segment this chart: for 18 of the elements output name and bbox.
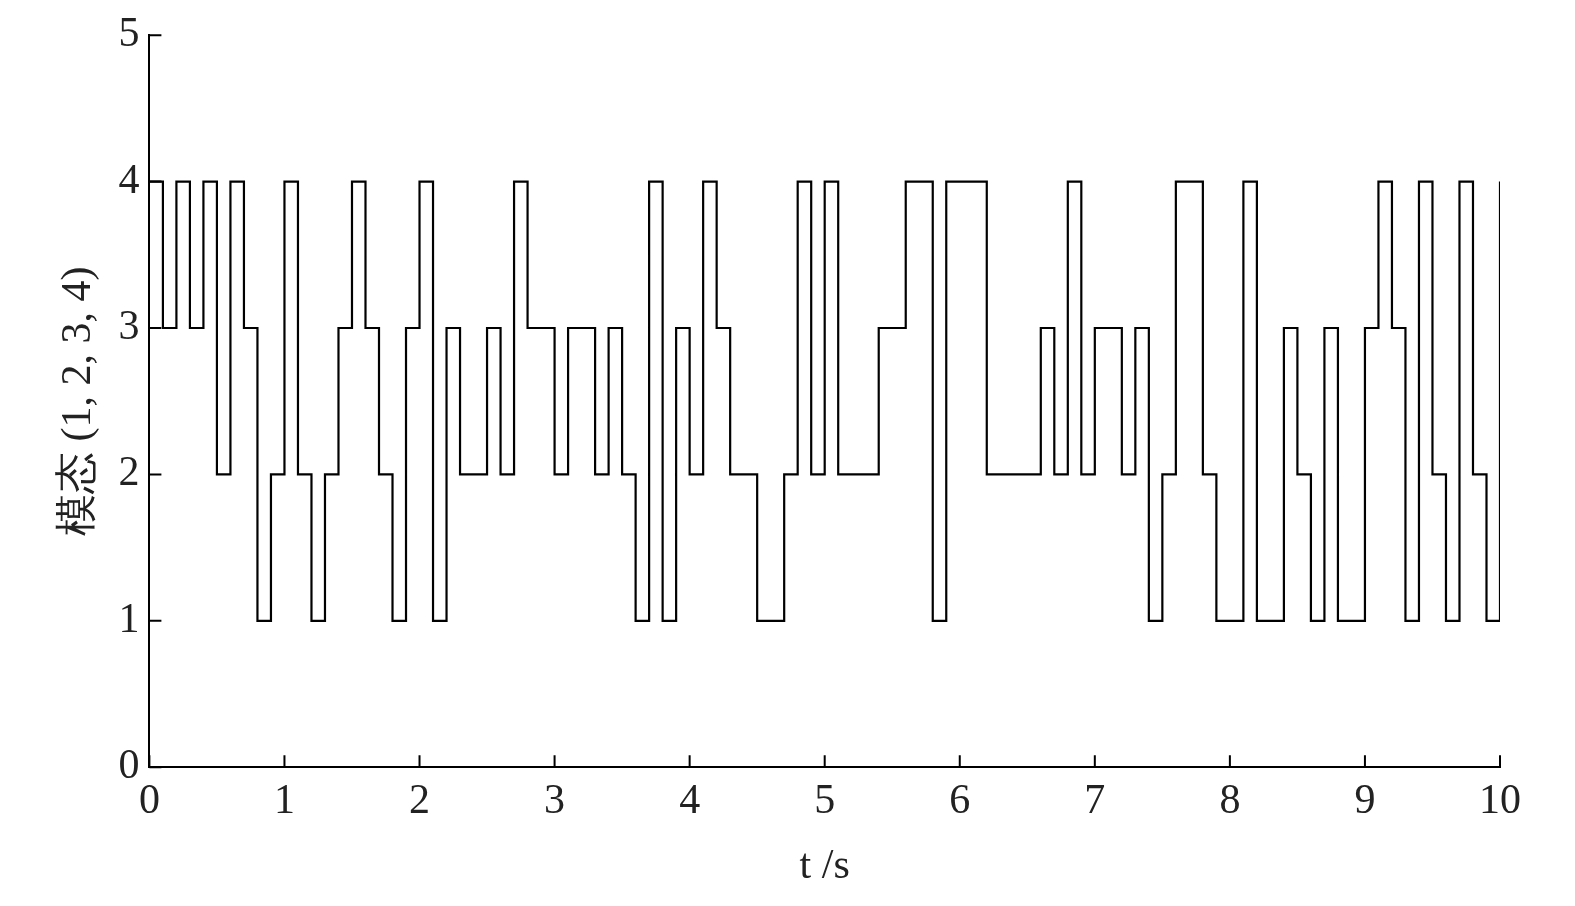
y-tick-label: 3 xyxy=(118,302,140,349)
y-tick-label: 1 xyxy=(118,594,140,641)
y-tick-label: 5 xyxy=(118,9,140,56)
y-axis-title: 模态 (1, 2, 3, 4) xyxy=(53,266,101,536)
x-tick-label: 1 xyxy=(273,776,295,823)
x-tick-label: 8 xyxy=(1219,776,1241,823)
x-tick-label: 3 xyxy=(544,776,566,823)
x-axis-title: t /s xyxy=(799,840,850,887)
x-tick-label: 7 xyxy=(1084,776,1106,823)
y-tick-label: 4 xyxy=(118,155,140,202)
y-tick-label: 2 xyxy=(118,448,140,495)
x-tick-label: 2 xyxy=(409,776,431,823)
x-tick-label: 6 xyxy=(949,776,971,823)
x-tick-label: 10 xyxy=(1479,776,1521,823)
x-tick-label: 4 xyxy=(679,776,701,823)
x-tick-label: 5 xyxy=(814,776,836,823)
x-tick-label: 9 xyxy=(1354,776,1376,823)
y-tick-label: 0 xyxy=(118,741,140,788)
